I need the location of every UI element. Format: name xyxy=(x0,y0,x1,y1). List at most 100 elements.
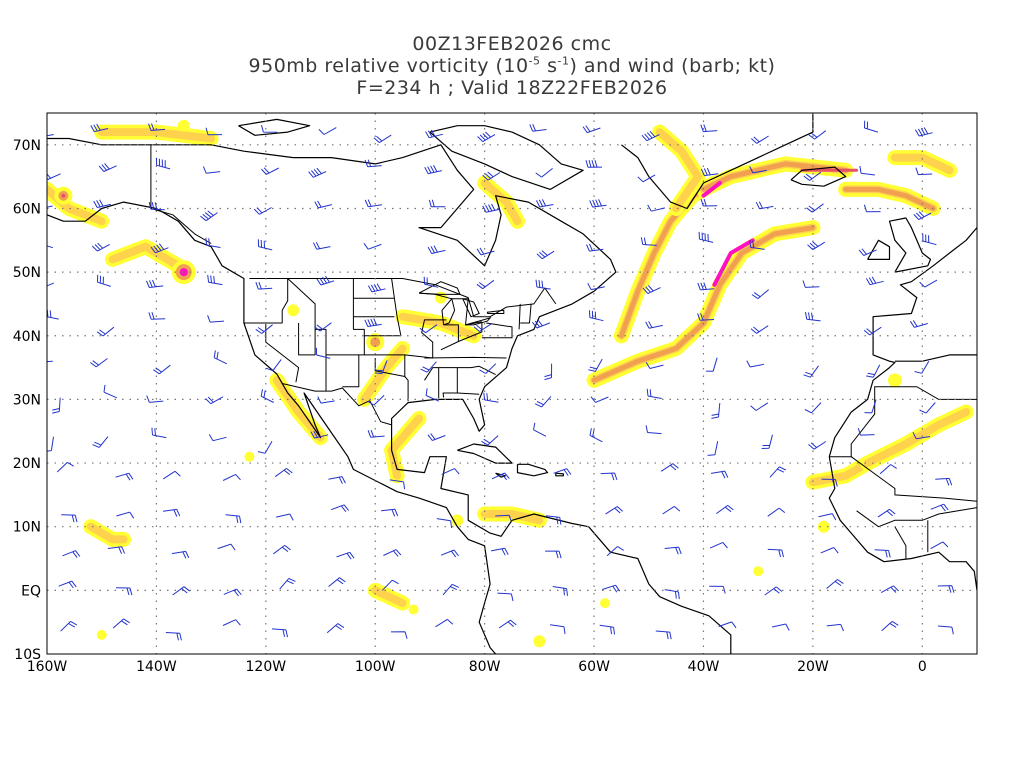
coastlines-borders xyxy=(47,113,977,654)
wind-barb xyxy=(115,472,134,481)
wind-barb xyxy=(586,243,604,252)
country-border xyxy=(894,526,907,559)
wind-barb xyxy=(420,361,437,373)
wind-barb xyxy=(589,310,604,322)
country-state-border xyxy=(520,303,532,324)
wind-barb xyxy=(879,464,897,475)
coastline xyxy=(238,118,311,136)
country-border xyxy=(856,507,977,528)
lon-label: 0 xyxy=(918,659,927,675)
wind-barb xyxy=(707,440,719,456)
wind-barb xyxy=(336,551,355,560)
wind-barb xyxy=(367,429,385,438)
wind-barb xyxy=(915,127,933,137)
vorticity-band-core xyxy=(97,128,216,143)
wind-barb xyxy=(587,282,605,291)
lake-outline xyxy=(465,316,492,326)
country-state-border xyxy=(243,278,289,324)
wind-barb xyxy=(711,403,721,419)
wind-barb xyxy=(642,285,661,295)
wind-barb xyxy=(913,211,932,221)
wind-barb xyxy=(153,364,171,375)
vorticity-band-core xyxy=(890,153,954,175)
wind-barb xyxy=(436,518,453,528)
wind-barb xyxy=(937,625,954,635)
lat-label: 20N xyxy=(13,456,41,472)
wind-barb xyxy=(641,130,660,142)
vorticity-blob xyxy=(817,520,830,533)
wind-barb xyxy=(328,476,346,484)
wind-barb xyxy=(821,478,838,487)
coastline xyxy=(516,463,549,477)
grid-lines xyxy=(47,113,977,654)
wind-barb xyxy=(427,245,446,254)
wind-barb xyxy=(491,472,510,481)
wind-barb xyxy=(930,503,949,512)
wind-barb xyxy=(318,127,337,135)
wind-barb xyxy=(806,203,824,213)
wind-barb xyxy=(47,360,53,363)
wind-barb xyxy=(208,434,227,442)
wind-barb xyxy=(536,250,555,260)
wind-barb xyxy=(881,620,899,632)
wind-barb xyxy=(148,312,166,320)
vorticity-blob xyxy=(287,304,300,317)
wind-barb xyxy=(165,632,182,641)
wind-barb xyxy=(930,541,949,550)
vorticity-blob xyxy=(244,451,255,462)
wind-barb xyxy=(482,171,501,181)
wind-barb xyxy=(874,549,891,558)
wind-barb xyxy=(261,167,280,175)
wind-barb xyxy=(700,167,719,177)
wind-barb xyxy=(533,422,547,437)
wind-barb xyxy=(602,584,621,593)
vorticity-blob xyxy=(887,373,902,388)
coastline xyxy=(894,354,977,362)
wind-barb xyxy=(553,468,572,476)
wind-barb xyxy=(374,360,388,374)
title-line-1: 00Z13FEB2026 cmc xyxy=(412,33,612,55)
vorticity-band-orange xyxy=(843,186,936,211)
lon-label: 120W xyxy=(246,659,287,675)
wind-barb xyxy=(476,279,495,290)
coastline xyxy=(888,217,932,273)
country-border xyxy=(829,386,977,458)
coastline xyxy=(621,113,814,210)
wind-barb xyxy=(536,199,554,208)
wind-barb xyxy=(205,127,223,136)
coastline xyxy=(47,137,732,654)
vorticity-blob xyxy=(408,604,419,615)
wind-barb xyxy=(205,396,224,405)
wind-barb xyxy=(804,402,822,414)
wind-barb xyxy=(265,359,282,372)
country-state-border xyxy=(440,324,459,351)
wind-barb xyxy=(865,276,884,286)
wind-barb xyxy=(276,513,294,521)
latitude-labels: 70N 60N 50N 40N 30N 20N 10N EQ 10S xyxy=(13,138,41,663)
wind-barb xyxy=(709,541,728,549)
vorticity-blob xyxy=(600,598,610,609)
vorticity-band-core xyxy=(398,312,478,340)
lat-label: 30N xyxy=(13,392,41,408)
wind-barb xyxy=(425,388,440,402)
wind-barb xyxy=(60,620,78,632)
wind-barb xyxy=(390,631,408,639)
wind-barb xyxy=(935,477,953,486)
wind-barb xyxy=(915,167,933,176)
title-exponent-2: -1 xyxy=(557,54,570,68)
vorticity-blob xyxy=(179,268,188,277)
wind-barb xyxy=(47,245,54,249)
wind-barb xyxy=(315,347,331,359)
vorticity-max xyxy=(712,238,755,287)
wind-barb xyxy=(919,402,936,414)
wind-barb xyxy=(205,237,221,248)
country-state-border xyxy=(424,356,507,359)
wind-barb xyxy=(162,470,181,480)
wind-barb xyxy=(535,168,553,178)
wind-barb xyxy=(750,325,769,334)
wind-barb xyxy=(600,472,618,481)
wind-barb xyxy=(857,428,875,436)
wind-barb xyxy=(91,242,110,252)
lat-label: 40N xyxy=(13,329,41,345)
wind-barb xyxy=(257,440,273,454)
